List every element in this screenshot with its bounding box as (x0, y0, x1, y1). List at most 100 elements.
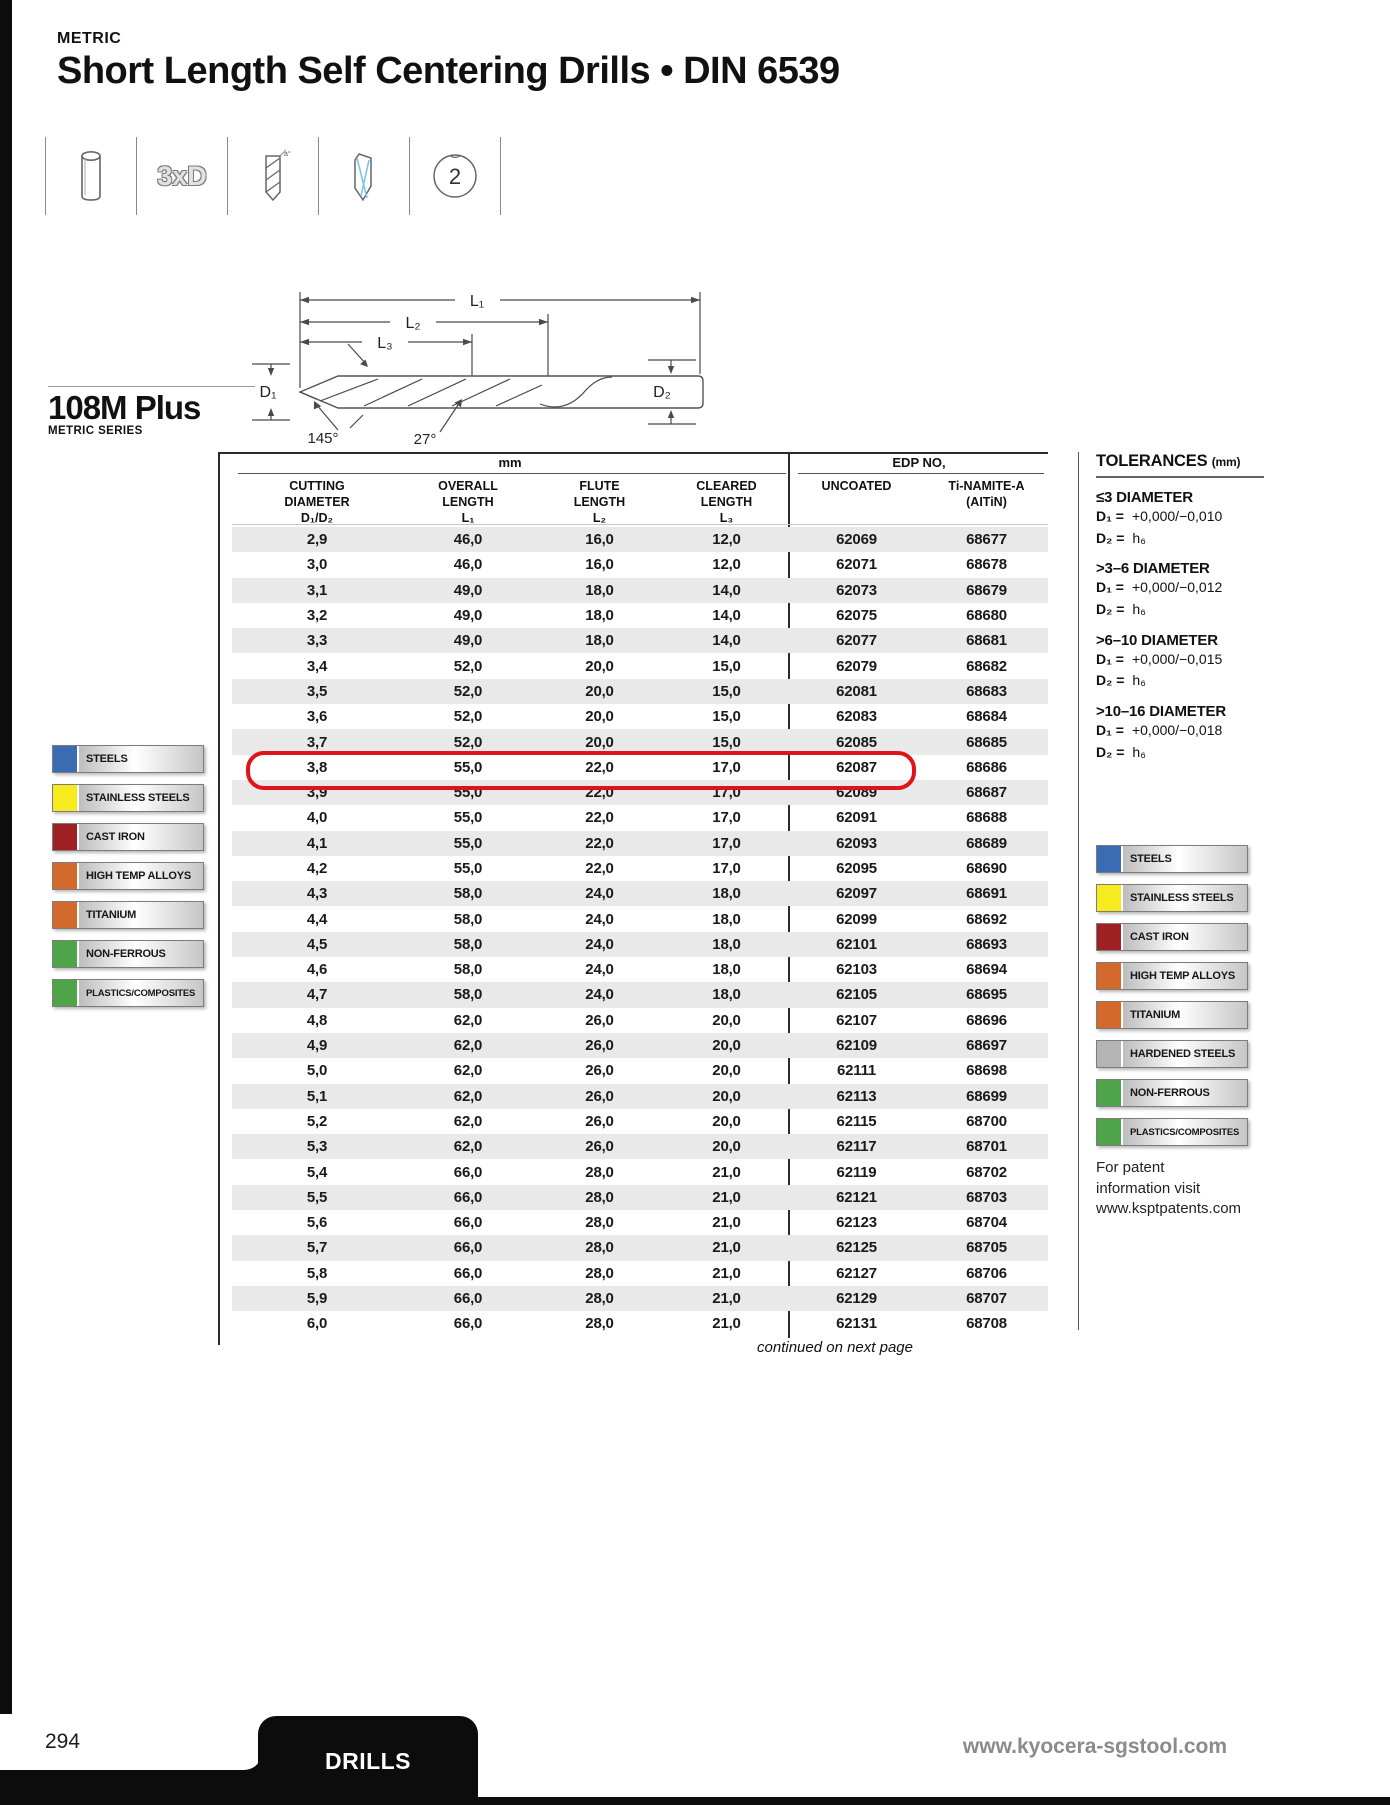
table-cell: 49,0 (453, 632, 483, 650)
section-tab-drills[interactable]: DRILLS (258, 1716, 478, 1805)
table-cell: 68706 (966, 1264, 1007, 1282)
material-label: TITANIUM (1123, 1002, 1247, 1028)
table-cell: 62,0 (453, 1087, 483, 1105)
tolerance-symbol: D₂ = (1096, 672, 1125, 689)
material-color-chip (53, 824, 79, 850)
table-cell: 49,0 (453, 581, 483, 599)
table-cell: 68696 (966, 1011, 1007, 1029)
table-cell: 68683 (966, 682, 1007, 700)
table-cell: 28,0 (585, 1239, 614, 1257)
table-cell: 4,1 (306, 834, 328, 852)
column-header-line: D₁/D₂ (300, 511, 334, 525)
tolerance-symbol: D₁ = (1096, 579, 1124, 596)
material-color-chip (1097, 885, 1123, 911)
table-cell: 68687 (966, 784, 1007, 802)
table-cell: 68691 (966, 885, 1007, 903)
table-cell: 21,0 (712, 1163, 741, 1181)
table-edp-header: EDP NO, (892, 455, 946, 470)
table-cell: 4,6 (306, 961, 328, 979)
table-cell: 55,0 (453, 758, 483, 776)
table-cell: 46,0 (453, 531, 483, 549)
material-badge: STAINLESS STEELS (1096, 884, 1248, 912)
table-cell: 21,0 (712, 1315, 741, 1333)
table-cell: 68702 (966, 1163, 1007, 1181)
tolerance-line: D₁ = +0,000/−0,010 (1096, 506, 1296, 528)
material-badge: STAINLESS STEELS (52, 784, 204, 812)
material-badge: CAST IRON (1096, 923, 1248, 951)
tolerance-symbol: D₂ = (1096, 529, 1125, 546)
material-label: STEELS (1123, 846, 1247, 872)
table-column-headers: CUTTING DIAMETER D₁/D₂ OVERALL LENGTH L₁ FLUTE… (232, 478, 1048, 526)
table-row: 3,3 49,0 18,0 14,0 62077 68681 (232, 628, 1048, 654)
continued-note: continued on next page (757, 1339, 913, 1356)
material-label: HIGH TEMP ALLOYS (79, 863, 203, 889)
tolerance-heading: >10–16 DIAMETER (1096, 703, 1226, 721)
table-cell: 21,0 (712, 1239, 741, 1257)
tolerance-symbol: D₁ = (1096, 722, 1124, 739)
patent-note-line: For patent (1096, 1159, 1165, 1176)
table-row: 3,0 46,0 16,0 12,0 62071 68678 (232, 552, 1048, 577)
table-cell: 58,0 (453, 885, 483, 903)
material-color-chip (1097, 1002, 1123, 1028)
table-cell: 15,0 (712, 733, 741, 751)
table-cell: 20,0 (585, 708, 614, 726)
tolerance-line: D₂ = h₆ (1096, 528, 1296, 550)
table-cell: 18,0 (712, 961, 741, 979)
table-cell: 66,0 (453, 1315, 483, 1333)
table-cell: 52,0 (453, 733, 483, 751)
table-cell: 62085 (836, 733, 877, 751)
material-label: CAST IRON (1123, 924, 1247, 950)
table-cell: 68678 (966, 556, 1007, 574)
material-badge: NON-FERROUS (1096, 1079, 1248, 1107)
table-cell: 68679 (966, 581, 1007, 599)
flute-count-icon: 2 (409, 137, 500, 215)
table-cell: 15,0 (712, 708, 741, 726)
table-cell: 18,0 (585, 607, 614, 625)
table-unit-header: mm (498, 455, 522, 470)
column-header-line: DIAMETER (284, 495, 350, 509)
column-header-line: CUTTING (289, 479, 345, 493)
tolerance-line: D₂ = h₆ (1096, 599, 1296, 621)
tolerance-line: D₁ = +0,000/−0,012 (1096, 577, 1296, 599)
header-separator (232, 524, 1048, 525)
table-cell: 4,7 (306, 986, 328, 1004)
table-cell: 68700 (966, 1112, 1007, 1130)
website-link[interactable]: www.kyocera-sgstool.com (962, 1735, 1228, 1758)
page-number-box: 294 (0, 1714, 262, 1770)
table-cell: 21,0 (712, 1188, 741, 1206)
table-cell: 62129 (836, 1290, 877, 1308)
material-label: NON-FERROUS (79, 941, 203, 967)
table-cell: 58,0 (453, 910, 483, 928)
material-color-chip (1097, 963, 1123, 989)
page-title: Short Length Self Centering Drills • DIN… (57, 50, 840, 92)
table-cell: 22,0 (585, 784, 614, 802)
table-cell: 68690 (966, 860, 1007, 877)
length-ratio-icon: 3xD (136, 137, 227, 215)
table-cell: 20,0 (712, 1087, 741, 1105)
straight-shank-icon (45, 137, 136, 215)
table-cell: 6,0 (306, 1315, 328, 1333)
table-cell: 3,3 (306, 632, 328, 650)
column-header: CLEARED LENGTH L₃ (665, 478, 788, 526)
material-badge: PLASTICS/COMPOSITES (52, 979, 204, 1007)
dim-label-l1: L₁ (470, 293, 484, 310)
table-row: 4,7 58,0 24,0 18,0 62105 68695 (232, 982, 1048, 1008)
table-cell: 24,0 (585, 885, 614, 903)
material-color-chip (53, 980, 79, 1006)
table-cell: 66,0 (453, 1163, 483, 1181)
category-eyebrow: METRIC (57, 30, 122, 47)
tolerance-value: +0,000/−0,018 (1131, 722, 1223, 739)
material-color-chip (1097, 846, 1123, 872)
table-cell: 68682 (966, 657, 1007, 675)
table-cell: 18,0 (712, 935, 741, 953)
table-cell: 68701 (966, 1138, 1007, 1156)
material-color-chip (53, 785, 79, 811)
helix-angle-icon: a° (227, 137, 318, 215)
table-cell: 17,0 (712, 834, 741, 852)
table-cell: 3,4 (306, 657, 328, 675)
table-cell: 68708 (966, 1315, 1007, 1333)
table-cell: 68688 (966, 809, 1007, 827)
patent-note[interactable]: For patent information visit www.ksptpaten… (1096, 1158, 1241, 1220)
material-badge: HIGH TEMP ALLOYS (1096, 962, 1248, 990)
column-header-line: CLEARED (696, 479, 757, 493)
